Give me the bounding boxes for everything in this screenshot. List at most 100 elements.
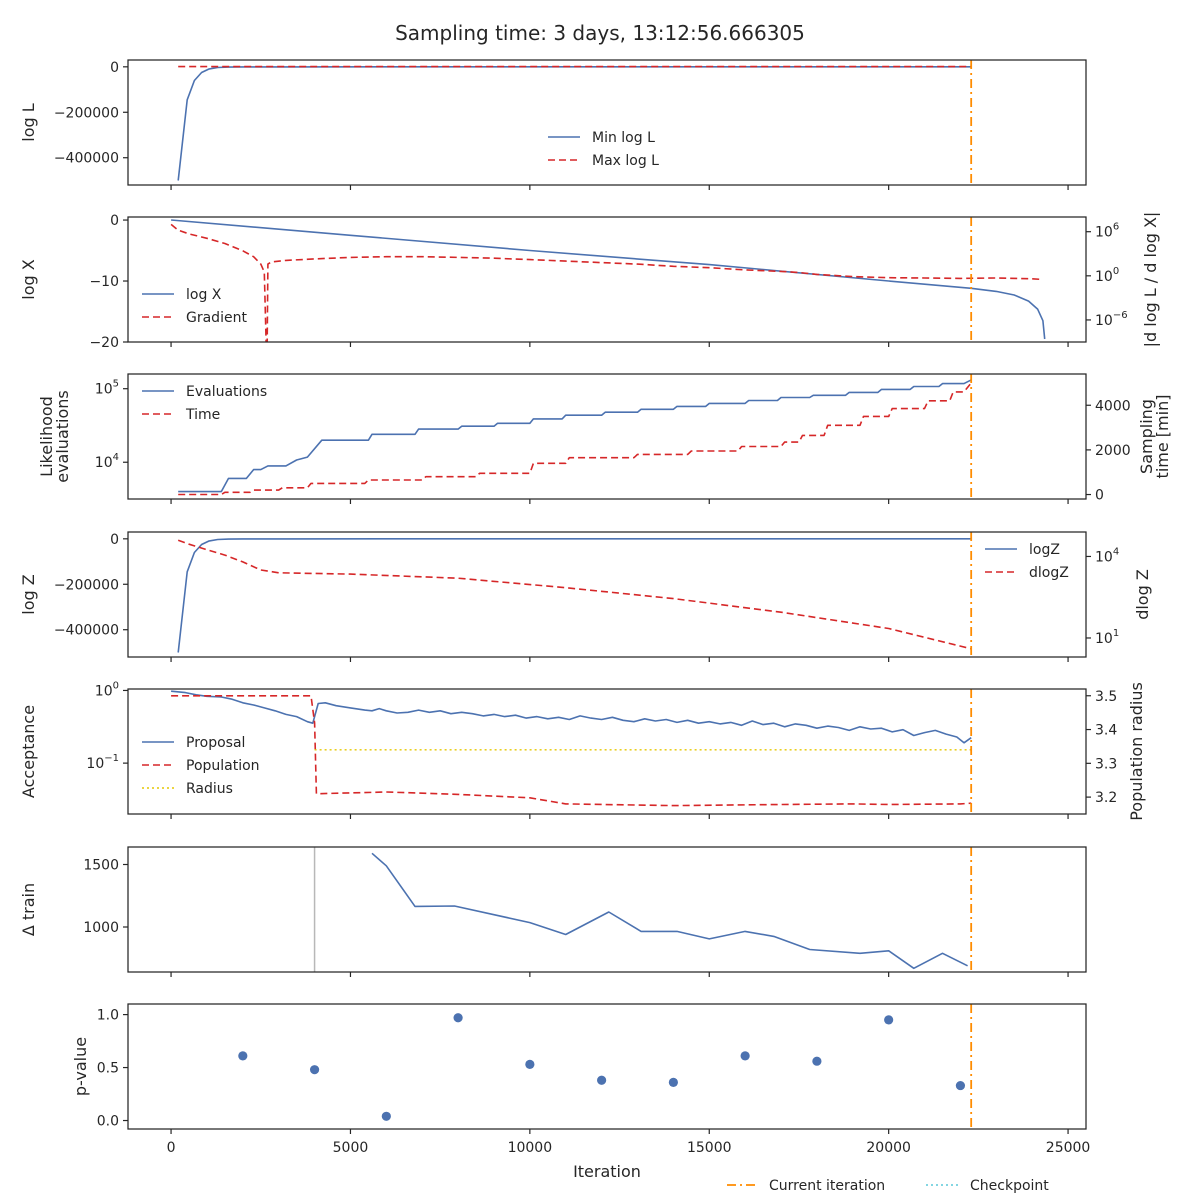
y-tick-label: 1500 [83, 858, 119, 874]
legend-label: dlogZ [1029, 565, 1069, 581]
legend: Min log L Max log L [548, 130, 659, 169]
panel-frame [127, 373, 1087, 500]
panel-logz: 0 −200000 −400000 104 101 log Z dlog Z logZ dlog… [19, 531, 1152, 662]
series-line-dlogz [177, 539, 972, 650]
plot-area [177, 538, 972, 653]
y2-tick-label: 100 [1095, 266, 1119, 285]
series-line-series [371, 852, 968, 970]
panel-pvalue: 1.0 0.5 0.0 p-value [71, 1003, 1087, 1134]
x-axis: 0 5000 10000 15000 20000 25000 Iteration [167, 1140, 1091, 1181]
panels: 0 −200000 −400000 log L Min log L Max log L 0 −… [19, 59, 1172, 1134]
x-tick-label: 0 [167, 1140, 176, 1156]
y-tick-label: −400000 [54, 151, 119, 167]
series-line-population [171, 695, 972, 807]
y-axis-label: log Z [19, 574, 38, 614]
x-tick-label: 10000 [508, 1140, 553, 1156]
panel-frame [127, 59, 1087, 186]
y-axis-label: log L [19, 103, 38, 141]
scatter-point [597, 1075, 607, 1085]
panel-dtrain: 1500 1000 Δ train [19, 846, 1087, 977]
plot-area [177, 65, 972, 181]
legend-label: Evaluations [186, 384, 267, 400]
y2-tick-label: 101 [1095, 628, 1119, 647]
plot-area [178, 379, 972, 496]
y-axis-label: log X [19, 259, 38, 299]
legend-label: Proposal [186, 735, 245, 751]
y2-tick-label: 106 [1095, 222, 1119, 241]
series-line-gradient [170, 223, 1043, 342]
y-axis-label: p-value [71, 1037, 90, 1096]
panel-accept: 100 10−1 3.2 3.3 3.4 3.5 Acceptance Population … [19, 680, 1146, 820]
scatter-point [238, 1051, 248, 1061]
series-line-evaluations [178, 379, 972, 493]
y2-tick-label: 3.2 [1095, 790, 1117, 806]
scatter-point [381, 1111, 391, 1121]
scatter-point [525, 1059, 535, 1069]
scatter-point [309, 1065, 320, 1075]
x-tick-label: 25000 [1046, 1140, 1091, 1156]
legend-label: Population [186, 758, 260, 774]
panel-evals: 104 105 0 2000 4000 Likelihoodevaluations Samp… [37, 373, 1172, 504]
y-tick-label: 10−1 [86, 753, 119, 772]
y2-tick-label: 3.5 [1095, 689, 1117, 705]
legend-label: Min log L [592, 130, 655, 146]
y2-tick-label: 3.4 [1095, 723, 1117, 739]
panel-frame [127, 688, 1087, 815]
panel-frame [127, 531, 1087, 658]
panel-logx: 0 −10 −20 106 100 10−6 log X |d log L / d log X… [19, 212, 1160, 351]
plot-area [170, 219, 1046, 342]
series-line-log-x [171, 219, 1046, 340]
y2-tick-label: 2000 [1095, 443, 1131, 459]
panel-frame [127, 1003, 1087, 1130]
y-tick-label: −200000 [54, 577, 119, 593]
y2-axis-label: Population radius [1127, 682, 1146, 821]
series-line-proposal [171, 690, 972, 744]
legend-label-current-iteration: Current iteration [769, 1178, 885, 1194]
x-axis-label: Iteration [573, 1162, 641, 1181]
y2-tick-label: 0 [1095, 488, 1104, 504]
y2-tick-label: 3.3 [1095, 756, 1117, 772]
x-tick-label: 15000 [687, 1140, 732, 1156]
legend-label-checkpoint: Checkpoint [970, 1178, 1049, 1194]
legend-label: log X [186, 287, 222, 303]
y-tick-label: 0 [110, 532, 119, 548]
legend: Evaluations Time [142, 384, 267, 423]
y-tick-label: 105 [95, 379, 119, 398]
scatter-point [453, 1013, 463, 1023]
legend-label: logZ [1029, 542, 1060, 558]
series-line-time [178, 382, 972, 496]
y2-tick-label: 10−6 [1095, 310, 1128, 329]
y-axis-label: Acceptance [19, 705, 38, 798]
y-tick-label: −20 [89, 335, 119, 351]
y-axis-label: Likelihoodevaluations [37, 390, 72, 483]
scatter-point [884, 1015, 894, 1025]
legend: logZ dlogZ [985, 542, 1069, 581]
y2-tick-label: 104 [1095, 546, 1119, 565]
figure-title: Sampling time: 3 days, 13:12:56.666305 [395, 21, 805, 45]
y-tick-label: 104 [95, 452, 119, 471]
y-tick-label: 0.0 [97, 1114, 119, 1130]
y-tick-label: 0 [110, 60, 119, 76]
y-tick-label: 0 [110, 213, 119, 229]
plot-area [313, 847, 968, 972]
y-tick-label: 100 [95, 680, 119, 699]
y-tick-label: 0.5 [97, 1061, 119, 1077]
scatter-point [668, 1077, 678, 1087]
y-tick-label: −400000 [54, 623, 119, 639]
series-line-min-log-l [177, 66, 972, 181]
y-tick-label: 1.0 [97, 1008, 119, 1024]
legend-label: Max log L [592, 153, 659, 169]
y-axis-label: Δ train [19, 883, 38, 936]
legend: log X Gradient [142, 287, 247, 326]
legend: Proposal Population Radius [142, 735, 260, 797]
y2-axis-label: dlog Z [1133, 569, 1152, 620]
y-tick-label: −200000 [54, 105, 119, 121]
panel-logl: 0 −200000 −400000 log L Min log L Max log L [19, 59, 1087, 190]
legend-label: Gradient [186, 310, 247, 326]
legend-label: Radius [186, 781, 233, 797]
scatter-point [812, 1056, 822, 1066]
legend-label: Time [185, 407, 220, 423]
plot-area [171, 690, 972, 807]
y2-axis-label: |d log L / d log X| [1141, 212, 1160, 348]
scatter-point [740, 1051, 750, 1061]
